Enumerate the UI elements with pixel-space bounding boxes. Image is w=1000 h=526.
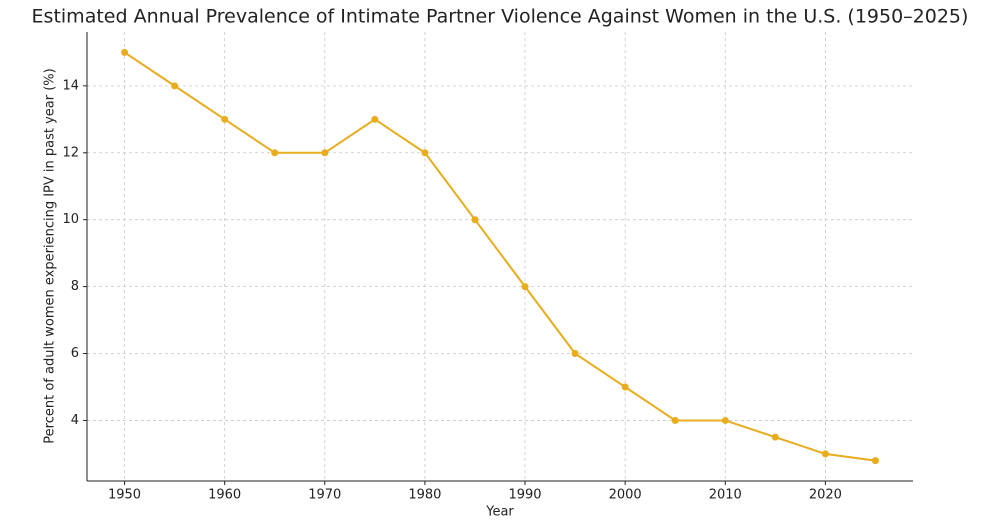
- x-tick-label: 1960: [208, 488, 241, 503]
- x-tick-label: 1990: [508, 488, 541, 503]
- point: [671, 416, 679, 424]
- y-axis-label: Percent of adult women experiencing IPV …: [43, 68, 58, 443]
- point: [571, 350, 579, 358]
- point: [771, 433, 779, 441]
- point: [271, 149, 279, 157]
- point: [371, 115, 379, 123]
- point: [871, 457, 879, 465]
- point: [621, 383, 629, 391]
- x-tick-label: 1970: [308, 488, 341, 503]
- y-tick-label: 12: [62, 145, 79, 160]
- x-axis-label: Year: [485, 505, 514, 520]
- point: [821, 450, 829, 458]
- point: [521, 283, 529, 291]
- x-tick-label: 1980: [408, 488, 441, 503]
- x-tick-label: 2010: [709, 488, 742, 503]
- x-tick-label: 2020: [809, 488, 842, 503]
- y-tick-label: 4: [71, 413, 79, 428]
- y-tick-label: 14: [62, 78, 79, 93]
- point: [721, 416, 729, 424]
- point: [221, 115, 229, 123]
- chart-title: Estimated Annual Prevalence of Intimate …: [32, 6, 969, 28]
- point: [171, 82, 179, 90]
- y-tick-label: 8: [71, 279, 79, 294]
- x-tick-label: 2000: [609, 488, 642, 503]
- y-tick-label: 10: [62, 212, 79, 227]
- point: [121, 48, 129, 56]
- line: [123, 51, 876, 462]
- point: [471, 216, 479, 224]
- point: [421, 149, 429, 157]
- x-tick-label: 1950: [108, 488, 141, 503]
- y-tick-label: 6: [71, 346, 79, 361]
- point: [321, 149, 329, 157]
